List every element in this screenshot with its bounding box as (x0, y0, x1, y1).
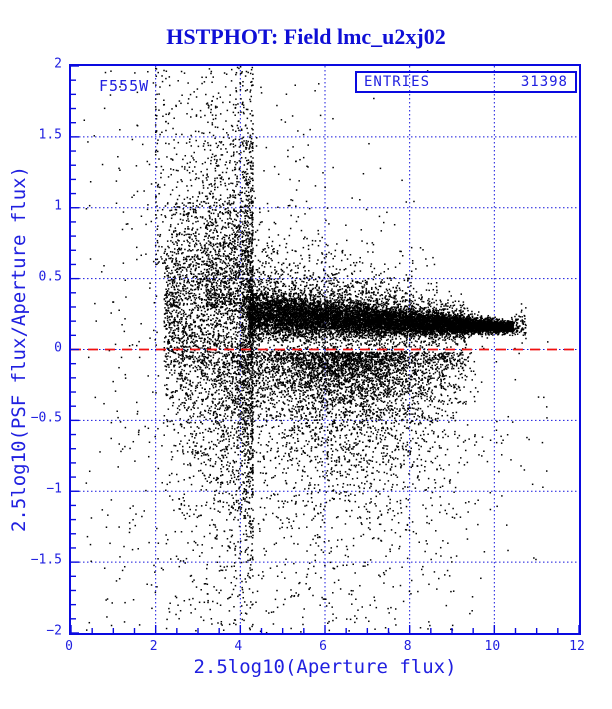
y-tick-label: −2 (46, 623, 62, 639)
y-tick-label: 0 (54, 340, 62, 355)
x-tick-label: 6 (319, 639, 327, 654)
chart-title: HSTPHOT: Field lmc_u2xj02 (166, 24, 446, 49)
x-tick-label: 8 (403, 639, 412, 654)
x-tick-label: 2 (149, 639, 158, 654)
x-tick-label: 10 (484, 639, 501, 654)
y-tick-label: 2 (54, 56, 62, 72)
y-tick-label: 1.5 (38, 127, 62, 143)
y-tick-label: −0.5 (30, 410, 62, 426)
filter-label: F555W (99, 77, 150, 95)
x-tick-label: 0 (65, 639, 73, 654)
scatter-canvas (71, 66, 579, 633)
entries-value: 31398 (520, 74, 568, 90)
entries-label: ENTRIES (364, 74, 431, 90)
y-tick-label: 1 (54, 198, 62, 214)
x-axis-label: 2.5log10(Aperture flux) (193, 656, 457, 678)
x-tick-label: 12 (569, 639, 585, 654)
x-tick-label: 4 (234, 639, 243, 654)
y-tick-label: −1.5 (30, 552, 62, 568)
plot-area: F555W ENTRIES 31398 (69, 64, 581, 635)
y-tick-label: 0.5 (38, 269, 62, 285)
entries-box: ENTRIES 31398 (355, 71, 577, 93)
y-tick-label: −1 (46, 481, 62, 497)
